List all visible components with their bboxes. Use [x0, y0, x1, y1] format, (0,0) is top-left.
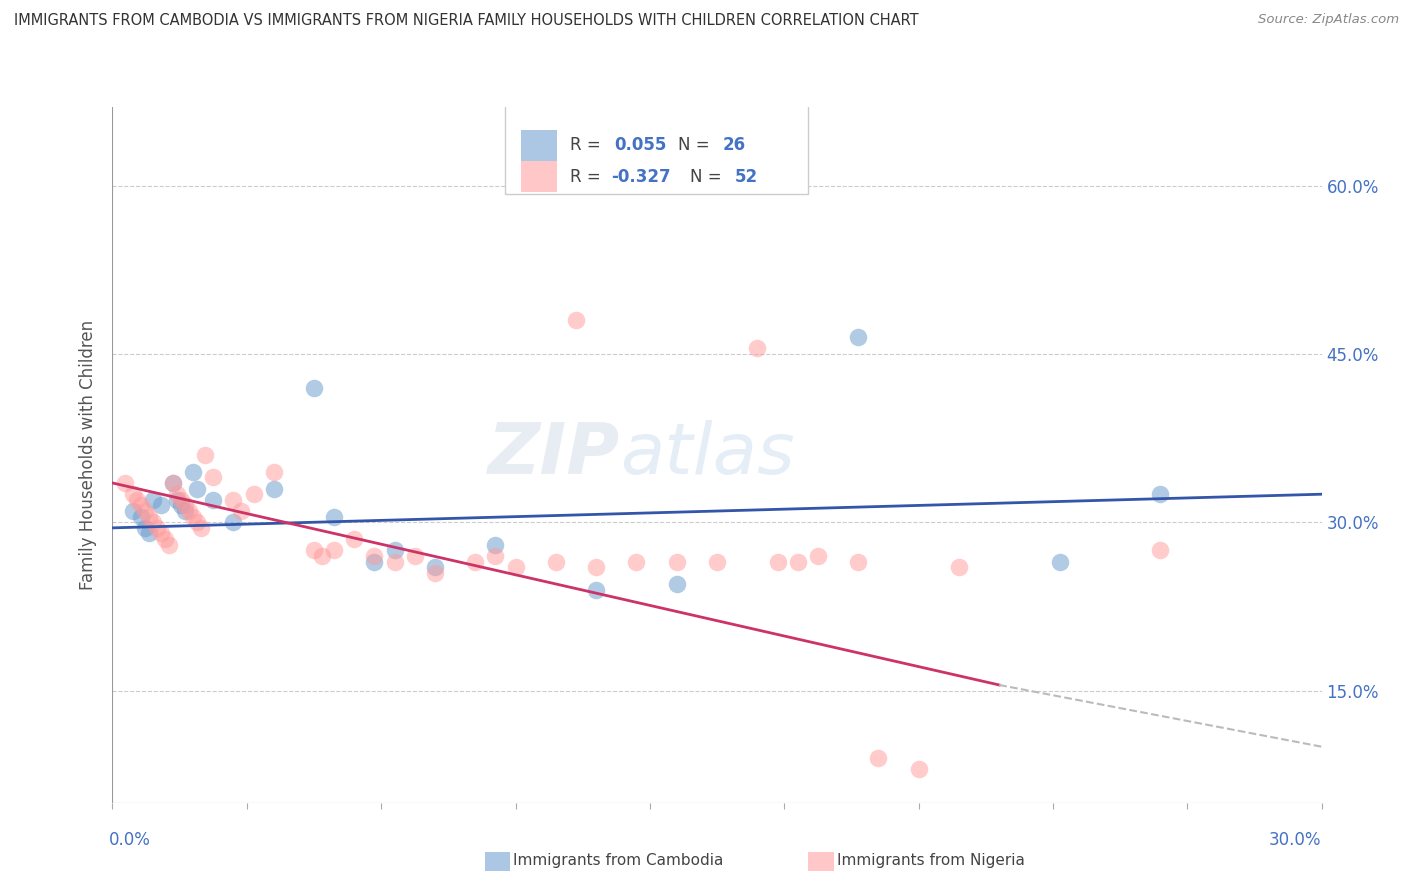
Point [665, 577, 688, 591]
Point [807, 549, 830, 563]
Text: 30.0%: 30.0% [1270, 830, 1322, 849]
Point [484, 549, 506, 563]
Point [1049, 555, 1071, 569]
Point [166, 487, 188, 501]
Point [423, 560, 446, 574]
Point [544, 555, 567, 569]
Point [186, 482, 208, 496]
Point [1149, 543, 1171, 558]
Text: Immigrants from Cambodia: Immigrants from Cambodia [513, 854, 724, 868]
Point [786, 555, 808, 569]
Point [129, 499, 152, 513]
Point [384, 555, 406, 569]
Point [464, 555, 486, 569]
Text: atlas: atlas [620, 420, 794, 490]
Point [302, 543, 325, 558]
Point [121, 487, 143, 501]
Point [153, 532, 176, 546]
Point [202, 492, 225, 507]
Point [146, 521, 169, 535]
Point [384, 543, 406, 558]
Point [948, 560, 970, 574]
Point [194, 448, 217, 462]
Point [142, 515, 165, 529]
Point [222, 492, 245, 507]
Point [177, 504, 200, 518]
Point [404, 549, 426, 563]
Point [129, 509, 152, 524]
Point [149, 526, 172, 541]
Point [166, 492, 188, 507]
Point [505, 560, 527, 574]
Bar [522, 161, 557, 193]
Point [134, 521, 156, 535]
Point [846, 555, 869, 569]
Point [585, 582, 607, 597]
Point [263, 465, 285, 479]
Point [186, 515, 208, 529]
Text: N =: N = [690, 168, 727, 186]
Point [138, 509, 160, 524]
Text: IMMIGRANTS FROM CAMBODIA VS IMMIGRANTS FROM NIGERIA FAMILY HOUSEHOLDS WITH CHILD: IMMIGRANTS FROM CAMBODIA VS IMMIGRANTS F… [14, 13, 918, 29]
Point [323, 543, 346, 558]
FancyBboxPatch shape [506, 103, 807, 194]
Point [665, 555, 688, 569]
Point [231, 504, 253, 518]
Y-axis label: Family Households with Children: Family Households with Children [79, 320, 97, 590]
Point [363, 555, 385, 569]
Point [222, 515, 245, 529]
Point [846, 330, 869, 344]
Point [134, 504, 156, 518]
Point [1149, 487, 1171, 501]
Point [121, 504, 143, 518]
Point [162, 475, 184, 490]
Point [174, 504, 197, 518]
Point [142, 492, 165, 507]
Point [202, 470, 225, 484]
Text: ZIP: ZIP [488, 420, 620, 490]
Point [170, 492, 193, 507]
Point [311, 549, 333, 563]
Point [706, 555, 728, 569]
Point [263, 482, 285, 496]
Text: 52: 52 [735, 168, 758, 186]
Text: Immigrants from Nigeria: Immigrants from Nigeria [837, 854, 1025, 868]
Point [114, 475, 136, 490]
Text: R =: R = [569, 136, 606, 154]
Point [907, 762, 929, 776]
Point [149, 499, 172, 513]
Point [181, 509, 204, 524]
Point [626, 555, 648, 569]
Point [868, 751, 890, 765]
Point [363, 549, 385, 563]
Text: 26: 26 [723, 136, 747, 154]
Point [484, 538, 506, 552]
Point [162, 475, 184, 490]
Point [585, 560, 607, 574]
Point [125, 492, 148, 507]
Point [766, 555, 789, 569]
Point [157, 538, 180, 552]
Text: N =: N = [678, 136, 716, 154]
Point [323, 509, 346, 524]
Point [174, 499, 197, 513]
Point [747, 341, 769, 355]
Point [138, 526, 160, 541]
Point [565, 313, 588, 327]
Text: 0.0%: 0.0% [108, 830, 150, 849]
Point [302, 381, 325, 395]
Text: Source: ZipAtlas.com: Source: ZipAtlas.com [1258, 13, 1399, 27]
Point [181, 465, 204, 479]
Text: R =: R = [569, 168, 606, 186]
Text: 0.055: 0.055 [614, 136, 666, 154]
Text: -0.327: -0.327 [610, 168, 671, 186]
Bar [522, 129, 557, 161]
Point [343, 532, 366, 546]
Point [190, 521, 212, 535]
Point [423, 566, 446, 580]
Point [242, 487, 264, 501]
Point [170, 499, 193, 513]
